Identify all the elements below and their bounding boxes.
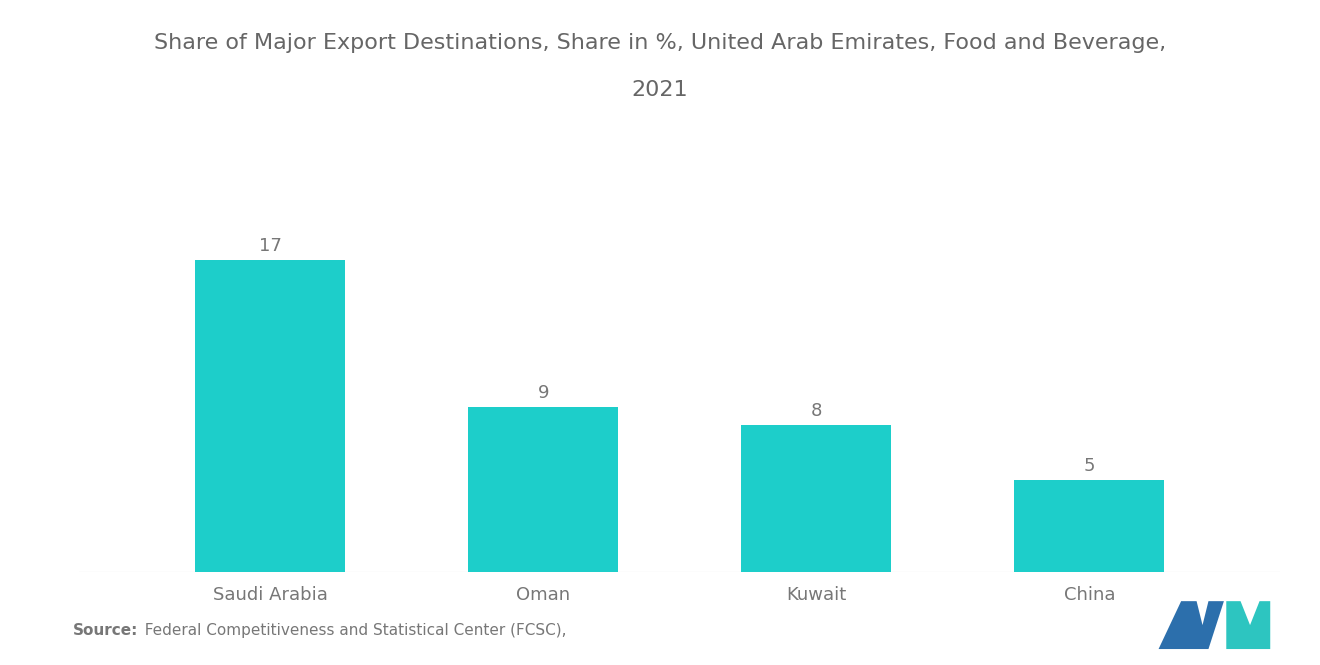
Text: Share of Major Export Destinations, Share in %, United Arab Emirates, Food and B: Share of Major Export Destinations, Shar… — [154, 33, 1166, 53]
Text: 17: 17 — [259, 237, 281, 255]
Bar — [1014, 480, 1164, 572]
Text: 9: 9 — [537, 384, 549, 402]
Text: Source:: Source: — [73, 623, 139, 638]
Text: 2021: 2021 — [632, 80, 688, 100]
Bar — [742, 425, 891, 572]
Polygon shape — [1159, 601, 1224, 649]
Polygon shape — [1226, 601, 1270, 649]
Text: Federal Competitiveness and Statistical Center (FCSC),: Federal Competitiveness and Statistical … — [136, 623, 566, 638]
Bar — [195, 259, 346, 572]
Text: 5: 5 — [1084, 458, 1096, 475]
Bar — [469, 406, 618, 572]
Text: 8: 8 — [810, 402, 822, 420]
